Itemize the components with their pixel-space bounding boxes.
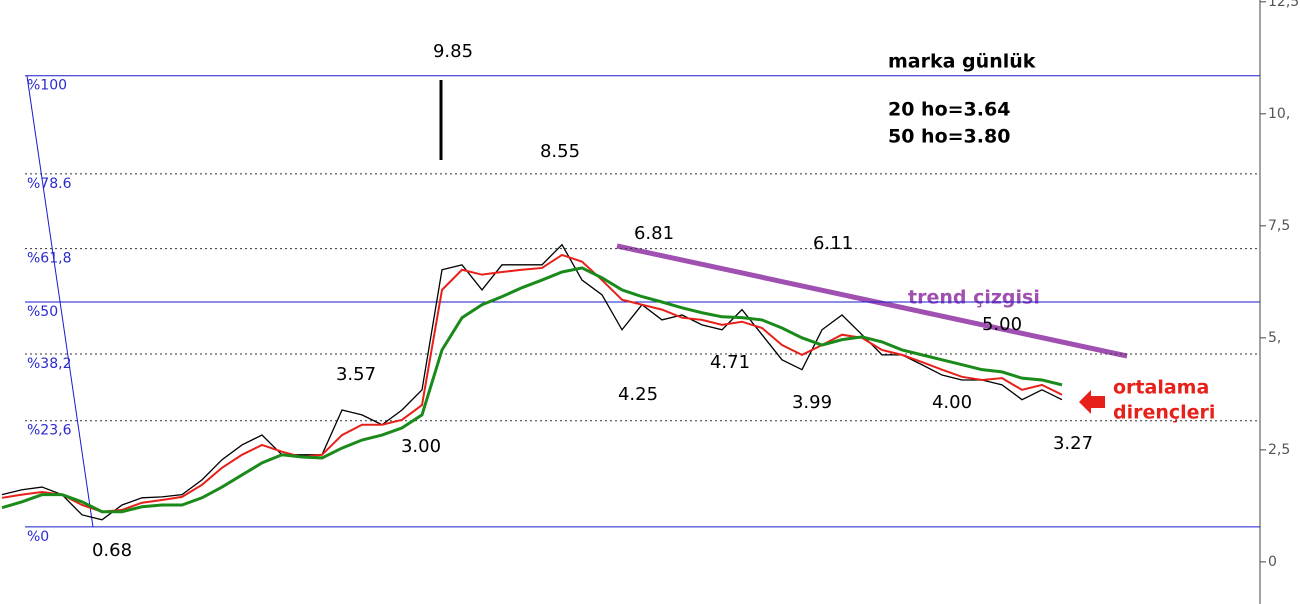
fib-label: %78.6 bbox=[27, 176, 72, 192]
price-annotation: 5.00 bbox=[982, 314, 1022, 335]
y-tick-label: 2,5 bbox=[1268, 442, 1290, 458]
price-annotation: 4.00 bbox=[932, 392, 972, 413]
fib-label: %100 bbox=[27, 78, 67, 94]
fib-label: %50 bbox=[27, 304, 58, 320]
price-annotation: 3.99 bbox=[792, 392, 832, 413]
arrow bbox=[1079, 390, 1105, 414]
fib-label: %61,8 bbox=[27, 251, 71, 267]
price-annotation: 3.00 bbox=[401, 436, 441, 457]
y-tick-label: 5, bbox=[1268, 330, 1281, 346]
y-tick-label: 0 bbox=[1268, 554, 1277, 570]
trend-line bbox=[616, 243, 1128, 359]
trend-label: trend çizgisi bbox=[908, 287, 1040, 309]
price-annotation: 3.27 bbox=[1053, 433, 1093, 454]
price-line bbox=[1, 243, 1063, 521]
note: 50 ho=3.80 bbox=[888, 126, 1010, 148]
fib-label: %0 bbox=[27, 529, 49, 545]
fib-label: %38,2 bbox=[27, 356, 71, 372]
price-annotation: 6.81 bbox=[634, 223, 674, 244]
price-annotation: 4.71 bbox=[710, 352, 750, 373]
y-tick-label: 12,5 bbox=[1268, 0, 1299, 10]
y-tick-label: 7,5 bbox=[1268, 218, 1290, 234]
price-annotation: 0.68 bbox=[92, 540, 132, 561]
price-line bbox=[1, 253, 1063, 513]
price-annotation: 4.25 bbox=[618, 384, 658, 405]
price-annotation: 8.55 bbox=[540, 141, 580, 162]
resistance-label: dirençleri bbox=[1113, 402, 1215, 424]
chart-title: marka günlük bbox=[888, 51, 1036, 73]
resistance-label: ortalama bbox=[1113, 377, 1209, 399]
y-tick-label: 10, bbox=[1268, 106, 1290, 122]
price-annotation: 6.11 bbox=[813, 233, 853, 254]
price-annotation: 9.85 bbox=[433, 41, 473, 62]
price-line bbox=[1, 266, 1063, 514]
note: 20 ho=3.64 bbox=[888, 99, 1010, 121]
fib-label: %23,6 bbox=[27, 423, 72, 439]
price-annotation: 3.57 bbox=[336, 364, 376, 385]
